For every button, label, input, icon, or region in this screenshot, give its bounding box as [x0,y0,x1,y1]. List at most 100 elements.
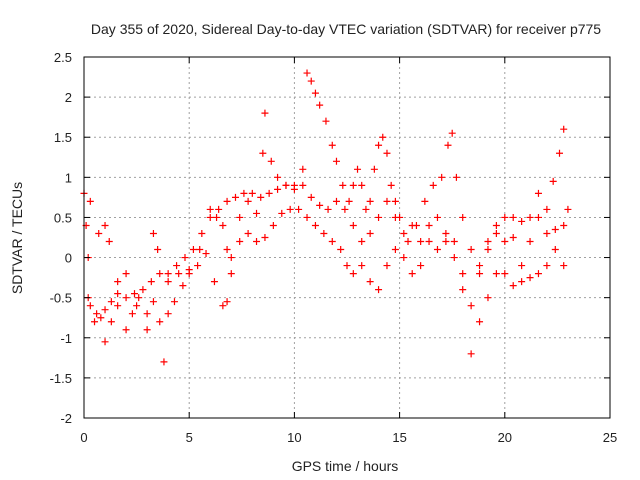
data-point [149,229,157,237]
data-point [173,262,181,270]
data-point [339,181,347,189]
data-point [476,262,484,270]
data-point [408,270,416,278]
data-point [442,229,450,237]
data-point [290,181,298,189]
data-point [91,318,99,326]
data-point [526,238,534,246]
data-point [543,229,551,237]
y-tick-label: 0 [65,251,72,266]
data-point [198,229,206,237]
data-point [282,181,290,189]
y-tick-label: 1.5 [54,130,72,145]
data-point [295,205,303,213]
data-point [101,338,109,346]
data-point [404,238,412,246]
data-point [442,238,450,246]
data-point [349,221,357,229]
data-point [86,197,94,205]
data-point [341,205,349,213]
data-point [375,286,383,294]
data-point [156,270,164,278]
data-point [107,318,115,326]
data-point [412,221,420,229]
data-point [328,141,336,149]
data-point [135,294,143,302]
data-point [450,238,458,246]
data-point [332,157,340,165]
data-point [467,246,475,254]
data-point [278,209,286,217]
data-point [349,181,357,189]
data-point [337,246,345,254]
data-point [307,193,315,201]
data-point [526,213,534,221]
y-tick-label: -1 [60,331,72,346]
data-point [244,229,252,237]
data-point [114,290,122,298]
series-track-b [84,205,568,366]
data-point [215,205,223,213]
chart-title: Day 355 of 2020, Sidereal Day-to-day VTE… [91,21,601,37]
data-point [476,318,484,326]
data-point [501,238,509,246]
data-point [274,185,282,193]
data-point [170,298,178,306]
data-point [328,238,336,246]
data-point [261,109,269,117]
data-point [560,262,568,270]
x-tick-label: 25 [603,430,617,445]
data-point [518,262,526,270]
data-point [543,205,551,213]
x-tick-label: 15 [392,430,406,445]
data-point [518,278,526,286]
data-point [467,302,475,310]
data-point [236,213,244,221]
data-point [543,262,551,270]
data-point [509,282,517,290]
data-point [93,310,101,318]
data-point [322,117,330,125]
data-point [484,294,492,302]
data-point [227,254,235,262]
data-point [358,262,366,270]
data-point [396,213,404,221]
data-point [343,262,351,270]
data-point [450,254,458,262]
data-point [383,197,391,205]
data-point [194,262,202,270]
data-point [534,189,542,197]
data-point [206,213,214,221]
data-point [391,197,399,205]
data-point [253,238,261,246]
data-point [459,213,467,221]
data-point [261,234,269,241]
data-point [210,278,218,286]
data-point [128,310,136,318]
plot-frame [83,56,611,419]
data-point [362,205,370,213]
data-point [549,177,557,185]
data-point [259,149,267,157]
data-point [438,173,446,181]
data-point [274,173,282,181]
data-point [421,197,429,205]
x-axis-label: GPS time / hours [292,458,399,474]
data-point [219,302,227,310]
data-point [509,213,517,221]
y-tick-label: -2 [60,411,72,426]
data-point [375,213,383,221]
data-point [196,246,204,254]
data-point [164,278,172,286]
data-point [444,141,452,149]
data-point [213,213,221,221]
data-point [160,358,168,366]
data-point [175,270,183,278]
y-tick-label: 1 [65,170,72,185]
data-point [202,250,210,258]
x-tick-label: 0 [80,430,87,445]
y-axis-label: SDTVAR / TECUs [9,182,25,294]
y-tick-label: -0.5 [50,291,72,306]
data-point [223,298,231,306]
data-point [379,133,387,141]
